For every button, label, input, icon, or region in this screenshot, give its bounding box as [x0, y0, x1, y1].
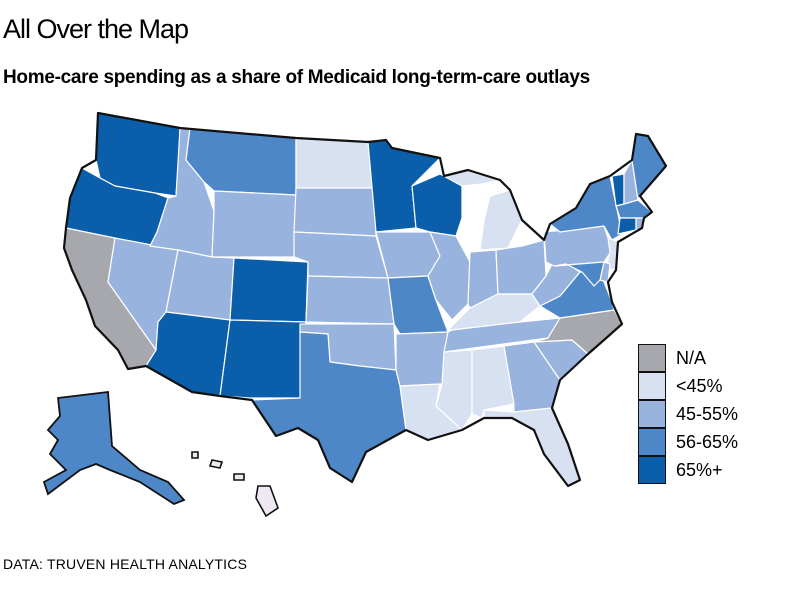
map-legend: N/A <45% 45-55% 56-65% 65%+: [638, 344, 738, 484]
state-CT[interactable]: [617, 217, 637, 235]
state-ND[interactable]: [295, 137, 375, 189]
data-source-note: DATA: TRUVEN HEALTH ANALYTICS: [3, 556, 248, 572]
legend-label: N/A: [676, 347, 707, 368]
legend-item-na: N/A: [638, 344, 738, 372]
state-PA[interactable]: [543, 225, 613, 267]
legend-label: 45-55%: [676, 403, 739, 424]
state-ME[interactable]: [631, 133, 667, 201]
legend-swatch-na: [638, 344, 666, 372]
map-kicker-title: All Over the Map: [3, 14, 189, 44]
state-SD[interactable]: [293, 187, 377, 237]
state-FL[interactable]: [483, 407, 581, 487]
map-subtitle: Home-care spending as a share of Medicai…: [3, 67, 590, 88]
state-WI[interactable]: [411, 173, 463, 237]
alaska-outline: [42, 390, 186, 506]
state-NJ[interactable]: [605, 237, 619, 271]
state-UT[interactable]: [165, 249, 235, 321]
legend-label: <45%: [676, 375, 723, 396]
legend-swatch-45-55: [638, 400, 666, 428]
state-IL[interactable]: [427, 231, 471, 321]
legend-label: 65%+: [676, 459, 723, 480]
legend-item-45-55: 45-55%: [638, 400, 738, 428]
state-CO[interactable]: [229, 257, 309, 323]
state-AZ[interactable]: [145, 311, 231, 397]
state-HI[interactable]: [191, 451, 279, 517]
us-outline: [62, 111, 668, 488]
legend-item-65plus: 65%+: [638, 456, 738, 484]
legend-swatch-lt45: [638, 372, 666, 400]
state-NM[interactable]: [219, 319, 307, 399]
state-AR[interactable]: [395, 331, 449, 387]
legend-item-lt45: <45%: [638, 372, 738, 400]
state-MD[interactable]: [553, 261, 605, 287]
legend-item-56-65: 56-65%: [638, 428, 738, 456]
state-KS[interactable]: [305, 275, 395, 325]
legend-label: 56-65%: [676, 431, 739, 452]
legend-swatch-56-65: [638, 428, 666, 456]
hawaii-outline: [191, 451, 279, 518]
legend-swatch-65plus: [638, 456, 666, 484]
state-NE[interactable]: [293, 231, 389, 279]
state-WY[interactable]: [211, 190, 297, 258]
